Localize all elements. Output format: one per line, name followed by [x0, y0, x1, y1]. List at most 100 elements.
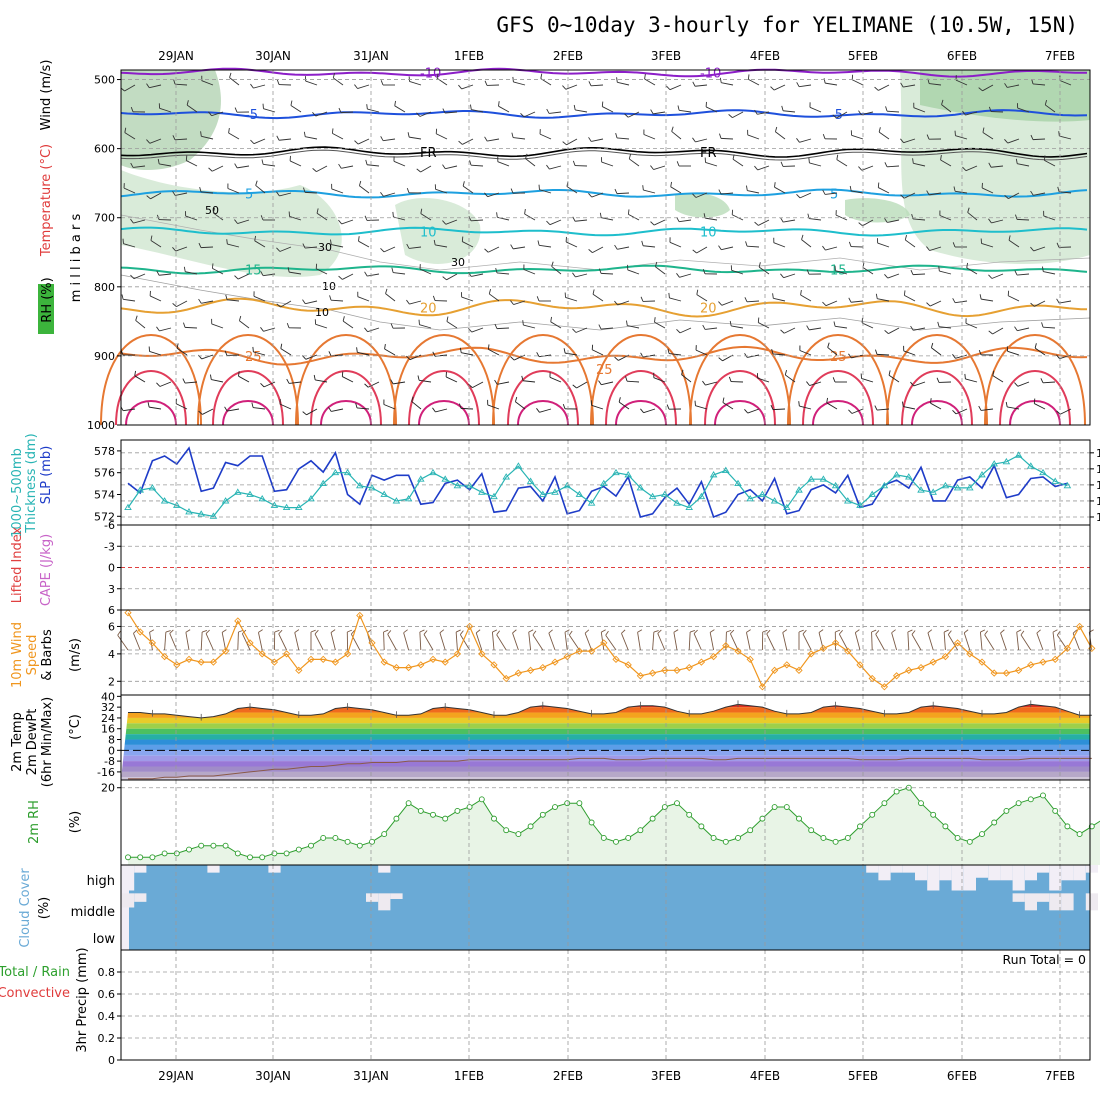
wind-speed-point	[917, 663, 925, 672]
wind-speed-point	[587, 647, 596, 655]
wind-barb-flag	[884, 274, 889, 279]
wind-barb	[290, 105, 302, 113]
wind-barb	[825, 82, 838, 86]
wind-barb	[289, 216, 302, 221]
wind-barb	[967, 212, 978, 221]
wind-barb-flag	[615, 133, 618, 139]
wind-barb	[955, 300, 968, 304]
warm-dome-isotherm	[704, 370, 776, 426]
warm-dome-isotherm	[1009, 400, 1061, 426]
wind-barb	[174, 138, 188, 141]
wind-barb	[186, 160, 198, 167]
wind-barb-flag	[798, 629, 804, 633]
y-tick-label: 900	[94, 350, 115, 363]
temp-band	[121, 771, 1090, 778]
axis-title: Thickness (dm)	[24, 433, 39, 533]
wind-barb-flag	[806, 325, 810, 331]
wind-barb-flag	[702, 268, 706, 274]
wind-barb	[539, 133, 552, 140]
warm-dome-isotherm	[418, 400, 470, 426]
rh-point	[991, 819, 998, 826]
wind-barb-flag	[690, 630, 696, 633]
wind-barb	[497, 381, 510, 385]
wind-barb-flag	[952, 410, 957, 415]
wind-barb-flag	[654, 317, 656, 323]
wind-barb-flag	[952, 298, 956, 303]
wind-barb-flag	[536, 296, 540, 302]
wind-barb	[185, 271, 198, 275]
wind-speed-point	[966, 650, 974, 658]
wind-barb	[253, 138, 266, 145]
wind-speed-point	[868, 674, 876, 683]
wind-barb	[357, 84, 370, 89]
wind-barb-flag	[384, 343, 386, 350]
wind-barb	[211, 379, 224, 383]
wind-barb-flag	[877, 182, 880, 188]
rh-shade	[121, 170, 342, 278]
wind-barb	[887, 219, 900, 223]
wind-barb-flag	[728, 376, 732, 382]
wind-barb	[670, 186, 682, 194]
wind-barb	[134, 375, 146, 383]
wind-barb-flag	[979, 294, 982, 300]
wind-barb-flag	[185, 629, 191, 633]
wind-barb-flag	[891, 629, 896, 634]
wind-barb	[907, 632, 910, 651]
wind-barb-flag	[653, 630, 659, 633]
top-date-axis: 29JAN 30JAN 31JAN 1FEB 2FEB 3FEB 4FEB 5FEB 6FEB 7…	[158, 49, 1075, 63]
thickness-point	[661, 490, 669, 497]
rh-point	[137, 854, 144, 861]
axis-title: 2m Temp	[10, 712, 25, 772]
y-tick-label: 24	[101, 712, 115, 725]
isotherm	[120, 226, 1088, 237]
wind-barb	[774, 186, 786, 194]
wind-barb-flag	[403, 629, 408, 634]
wind-barb	[671, 131, 682, 140]
wind-barb-flag	[930, 342, 934, 348]
wind-barb	[305, 354, 318, 360]
wind-barb	[991, 273, 1004, 279]
wind-barb	[515, 401, 526, 410]
wind-barb	[498, 105, 510, 113]
wind-barb	[617, 81, 630, 86]
wind-barb-flag	[572, 328, 577, 333]
axis-title: 3hr Precip (mm)	[75, 947, 90, 1052]
wind-barb-flag	[801, 234, 804, 240]
wind-barb	[549, 165, 562, 170]
thickness-point	[746, 494, 754, 502]
precip-legend-total: Total / Rain	[0, 965, 70, 980]
wind-barb	[280, 348, 292, 356]
wind-barb	[435, 244, 448, 248]
wind-barb	[159, 107, 172, 113]
wind-barb	[435, 188, 448, 194]
wind-barb	[419, 632, 422, 651]
thickness-point	[185, 508, 193, 515]
wind-barb	[237, 165, 250, 169]
cloud-gap-high	[878, 865, 891, 881]
thickness-point	[539, 490, 547, 497]
wind-barb	[584, 633, 593, 651]
wind-barb-flag	[676, 329, 681, 334]
y-tick-label: 1008	[1096, 511, 1100, 524]
wind-barb	[200, 632, 203, 651]
wind-speed-point	[221, 647, 230, 655]
rh-point	[930, 811, 937, 818]
wind-barb-flag	[169, 629, 174, 634]
date-label-top: 30JAN	[255, 49, 291, 63]
cloud-gap-middle	[122, 893, 135, 908]
wind-barb	[150, 192, 162, 200]
wind-barb-flag	[1030, 246, 1034, 252]
wind-barb	[227, 408, 240, 412]
wind-barb	[721, 246, 734, 251]
wind-barb-flag	[135, 315, 138, 321]
wind-barb-flag	[1036, 629, 1041, 634]
wind-barb	[851, 300, 864, 303]
y-tick-label: 6	[108, 620, 115, 633]
y-tick-label: -16	[97, 766, 115, 779]
wind-speed-point	[380, 658, 388, 666]
thickness-point	[953, 484, 962, 491]
wind-speed-point	[258, 650, 266, 658]
wind-barb-flag	[766, 629, 771, 635]
cloud-gap-middle	[1061, 893, 1074, 911]
wind-barb-flag	[962, 110, 966, 116]
